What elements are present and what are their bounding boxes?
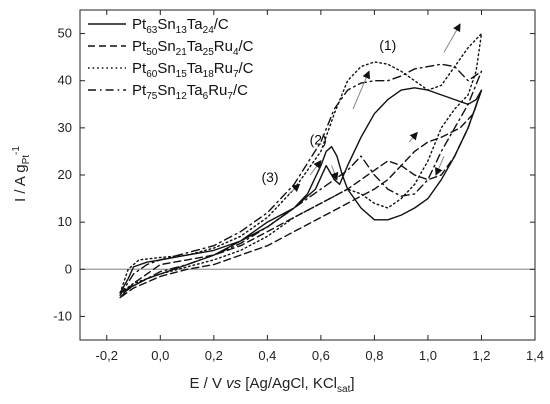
legend-label-part: Pt: [132, 60, 147, 77]
x-tick-label: 0,2: [205, 348, 223, 363]
tick-layer: -0,2 0,0 0,2 0,4 0,6 0,8 1,0 1,2 1,4 -10 0 10 20 30 40…: [53, 10, 544, 363]
plot-frame: [79, 9, 536, 341]
legend-label-part: /C: [233, 82, 248, 99]
legend-label-part: Pt: [132, 38, 147, 55]
annotation-label-3: (3): [261, 169, 278, 185]
x-tick-label: 0,8: [365, 348, 383, 363]
x-tick-label: 1,0: [419, 348, 437, 363]
y-tick-label: 40: [58, 73, 72, 88]
x-tick-label: 0,4: [258, 348, 276, 363]
legend-label-part: 21: [176, 47, 188, 58]
annotation-label-2: (2): [310, 131, 327, 147]
legend-label-part: Sn: [157, 38, 175, 55]
y-tick-label: 10: [58, 214, 72, 229]
legend-label-part: /C: [239, 38, 254, 55]
direction-arrow-6: [435, 155, 445, 176]
legend-label-4: Pt75Sn12Ta6Ru7/C: [132, 82, 248, 102]
y-tick-label: 30: [58, 120, 72, 135]
legend-label-part: 50: [146, 47, 158, 58]
x-axis-title-main: [Ag/AgCl, KCl: [241, 375, 337, 392]
y-axis-title: I / A gPt-1: [11, 146, 32, 202]
y-axis-title-sub: Pt: [21, 155, 32, 165]
x-tick-label: 0,6: [312, 348, 330, 363]
legend-label-2: Pt50Sn21Ta25Ru4/C: [132, 38, 254, 58]
legend-label-part: Ru: [214, 60, 233, 77]
legend-label-part: 18: [203, 69, 215, 80]
direction-arrow-1: [352, 70, 370, 110]
legend-label-part: Ta: [187, 60, 204, 77]
direction-arrow-7: [408, 131, 418, 143]
arrow-layer: [288, 23, 461, 195]
legend-label-part: 75: [146, 91, 158, 102]
legend-label-part: 7: [227, 91, 233, 102]
legend-label-part: Pt: [132, 16, 147, 33]
legend-label-part: Sn: [157, 60, 175, 77]
x-axis-title-prefix: E / V: [189, 375, 226, 392]
x-axis-title: E / V vs [Ag/AgCl, KClsat]: [189, 375, 354, 395]
legend-label-part: 12: [176, 91, 188, 102]
y-axis-title-main: I / A g: [12, 164, 29, 202]
x-tick-label: 0,0: [151, 348, 169, 363]
direction-arrow-3: [309, 160, 322, 176]
direction-arrow-4: [330, 165, 339, 181]
legend-label-part: 6: [203, 91, 209, 102]
legend-label-part: 7: [233, 69, 239, 80]
legend-label-part: 24: [203, 25, 215, 36]
series-line-3: [119, 32, 483, 294]
series-line-4: [119, 63, 483, 296]
y-tick-label: -10: [53, 308, 72, 323]
legend-label-part: Ta: [187, 16, 204, 33]
legend-label-part: Ru: [208, 82, 227, 99]
x-tick-label: -0,2: [96, 348, 118, 363]
legend-label-part: /C: [239, 60, 254, 77]
legend-label-part: Sn: [157, 16, 175, 33]
x-axis-title-suffix: ]: [350, 375, 354, 392]
legend-label-part: Ru: [214, 38, 233, 55]
x-axis-title-sub: sat: [337, 384, 351, 395]
legend-label-part: Ta: [187, 38, 204, 55]
legend-label-part: 4: [233, 47, 239, 58]
legend-label-part: Sn: [157, 82, 175, 99]
series-layer: [119, 32, 483, 299]
y-tick-label: 20: [58, 167, 72, 182]
legend: Pt63Sn13Ta24/CPt50Sn21Ta25Ru4/CPt60Sn15T…: [88, 16, 254, 102]
y-axis-title-sup: -1: [11, 146, 22, 155]
legend-label-part: 63: [146, 25, 158, 36]
annotation-label-1: (1): [379, 37, 396, 53]
direction-arrow-5: [288, 183, 301, 195]
legend-label-part: Ta: [187, 82, 204, 99]
legend-label-3: Pt60Sn15Ta18Ru7/C: [132, 60, 254, 80]
legend-label-part: 60: [146, 69, 158, 80]
y-tick-label: 0: [65, 261, 72, 276]
direction-arrow-2: [443, 23, 461, 53]
legend-label-part: Pt: [132, 82, 147, 99]
legend-label-part: 25: [203, 47, 215, 58]
y-tick-label: 50: [58, 26, 72, 41]
legend-label-part: /C: [214, 16, 229, 33]
x-tick-label: 1,2: [472, 348, 490, 363]
legend-label-1: Pt63Sn13Ta24/C: [132, 16, 229, 36]
x-tick-label: 1,4: [526, 348, 544, 363]
series-line-2: [119, 89, 483, 299]
annotation-layer: (1) (2) (3): [261, 37, 396, 185]
x-axis-title-italic: vs: [226, 375, 242, 392]
legend-label-part: 13: [176, 25, 188, 36]
legend-label-part: 15: [176, 69, 188, 80]
